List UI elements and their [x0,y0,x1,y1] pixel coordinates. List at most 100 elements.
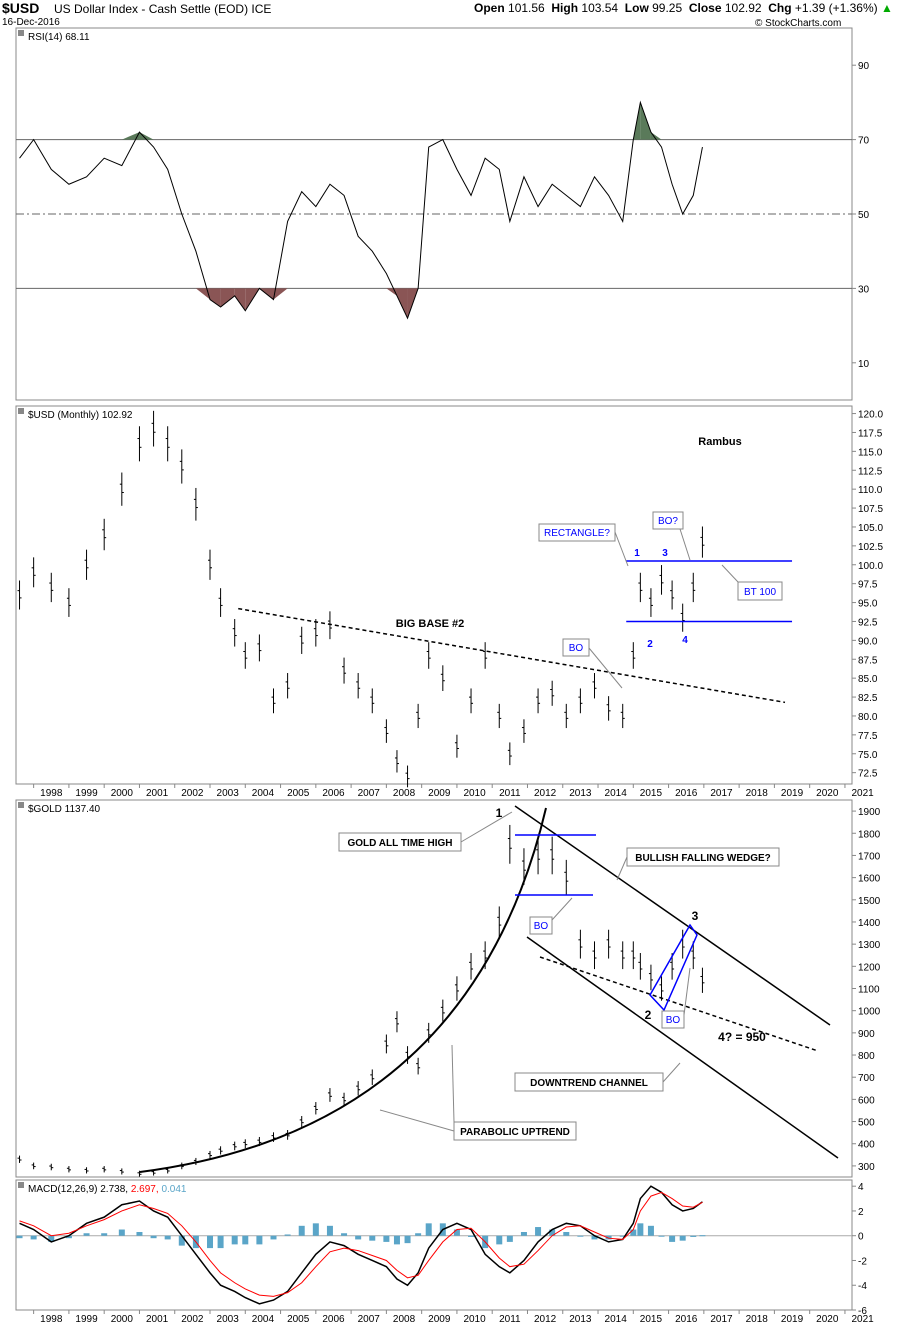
macd-hist-bar [118,1229,125,1236]
usd-ytick-label: 102.5 [858,542,883,553]
downtrend-callout: DOWNTREND CHANNEL [530,1078,648,1089]
gold-ytick-label: 300 [858,1162,875,1173]
gold-ytick-label: 1500 [858,896,881,907]
gold-ytick-label: 1600 [858,874,881,885]
usd-ytick-label: 100.0 [858,561,883,572]
gold-ytick-label: 1200 [858,962,881,973]
macd-ytick-label: 0 [858,1232,864,1243]
rsi-oversold-fill [273,288,288,300]
chart-date: 16-Dec-2016 [2,17,60,28]
macd-hist-bar [506,1235,513,1242]
macd-xtick-label: 2018 [746,1314,769,1325]
macd-hist-bar [699,1235,706,1237]
rsi-ytick-label: 90 [858,61,870,72]
wedge-top-line [514,805,831,1026]
usd-xtick-label: 2019 [781,788,804,799]
macd-xtick-label: 2002 [181,1314,204,1325]
usd-xtick-label: 2018 [746,788,769,799]
gold-ytick-label: 400 [858,1140,875,1151]
macd-hist-bar [65,1235,72,1239]
rsi-ytick-label: 70 [858,136,870,147]
big-base-label: BIG BASE #2 [396,618,464,630]
gold-point-3: 3 [692,909,699,923]
macd-hist-bar [270,1235,277,1240]
macd-hist-bar [637,1223,644,1236]
macd-ytick-label: -4 [858,1281,867,1292]
macd-hist-bar [178,1235,185,1246]
macd-hist-bar [136,1232,143,1236]
macd-hist-bar [16,1235,23,1239]
bo-gold1-callout-box [529,916,553,935]
usd-xtick-label: 2004 [252,788,275,799]
macd-xtick-label: 2004 [252,1314,275,1325]
gold-ath-pointer [460,811,513,843]
panel-marker [18,1182,24,1188]
macd-xtick-label: 2014 [605,1314,628,1325]
usd-ytick-label: 90.0 [858,636,878,647]
macd-hist-bar [591,1235,598,1240]
usd-xtick-label: 2014 [605,788,628,799]
macd-xtick-label: 2008 [393,1314,416,1325]
usd-xtick-label: 2020 [816,788,839,799]
parabolic-curve [139,807,547,1173]
usd-xtick-label: 1999 [75,788,98,799]
macd-hist-bar [535,1227,542,1236]
gold-ytick-label: 1700 [858,851,881,862]
usd-point-4: 4 [682,635,688,646]
macd-hist-bar [284,1234,291,1236]
gold-ytick-label: 500 [858,1118,875,1129]
parabolic-callout: PARABOLIC UPTREND [460,1127,570,1138]
macd-hist-bar [549,1229,556,1236]
rsi-line [19,100,703,320]
gold-ytick-label: 1800 [858,829,881,840]
rsi-overbought-fill [650,132,662,140]
usd-xtick-label: 2013 [569,788,592,799]
gold-ytick-label: 800 [858,1051,875,1062]
usd-ytick-label: 75.0 [858,750,878,761]
usd-ytick-label: 80.0 [858,712,878,723]
wedge-pointer [616,856,628,881]
gold-ytick-label: 1900 [858,807,881,818]
macd-hist-bar [298,1225,305,1236]
usd-xtick-label: 2001 [146,788,169,799]
wedge-callout: BULLISH FALLING WEDGE? [635,853,771,864]
gold-legend: $GOLD 1137.40 [28,804,101,815]
macd-xtick-label: 2012 [534,1314,557,1325]
macd-xtick-label: 2013 [569,1314,592,1325]
macd-hist-bar [453,1229,460,1236]
macd-hist-bar [630,1229,637,1236]
up-arrow-icon: ▲ [880,1,893,15]
rsi-oversold-fill [210,288,221,307]
rsi-ytick-label: 10 [858,359,870,370]
wedge-bottom-line [539,956,819,1052]
macd-xtick-label: 2007 [358,1314,381,1325]
macd-ytick-label: -6 [858,1306,867,1317]
usd-point-2: 2 [647,639,653,650]
channel-bottom-line [526,936,839,1159]
usd-panel-frame [15,405,853,785]
macd-hist-bar [101,1233,108,1236]
macd-ytick-label: 4 [858,1182,864,1193]
gold-ytick-label: 1100 [858,985,880,996]
macd-xtick-label: 2001 [146,1314,169,1325]
bo-gold2-callout: BO [666,1015,681,1026]
usd-xtick-label: 2009 [428,788,451,799]
gold-ytick-label: 700 [858,1073,875,1084]
macd-hist-bar [48,1235,55,1242]
usd-xtick-label: 2000 [111,788,134,799]
rambus-label: Rambus [698,436,741,448]
usd-xtick-label: 2006 [322,788,345,799]
gold-point-2: 2 [645,1008,652,1022]
macd-hist-bar [690,1235,697,1237]
gold-ath-callout: GOLD ALL TIME HIGH [348,838,453,849]
usd-point-3: 3 [662,548,668,559]
usd-xtick-label: 2016 [675,788,698,799]
rsi-legend: RSI(14) 68.11 [28,32,90,43]
macd-hist-bar [404,1235,411,1244]
panel-marker [18,30,24,36]
macd-xtick-label: 1998 [40,1314,63,1325]
bt100-callout: BT 100 [744,587,776,598]
macd-xtick-label: 2009 [428,1314,451,1325]
usd-ytick-label: 92.5 [858,617,878,628]
gold-ytick-label: 600 [858,1095,875,1106]
